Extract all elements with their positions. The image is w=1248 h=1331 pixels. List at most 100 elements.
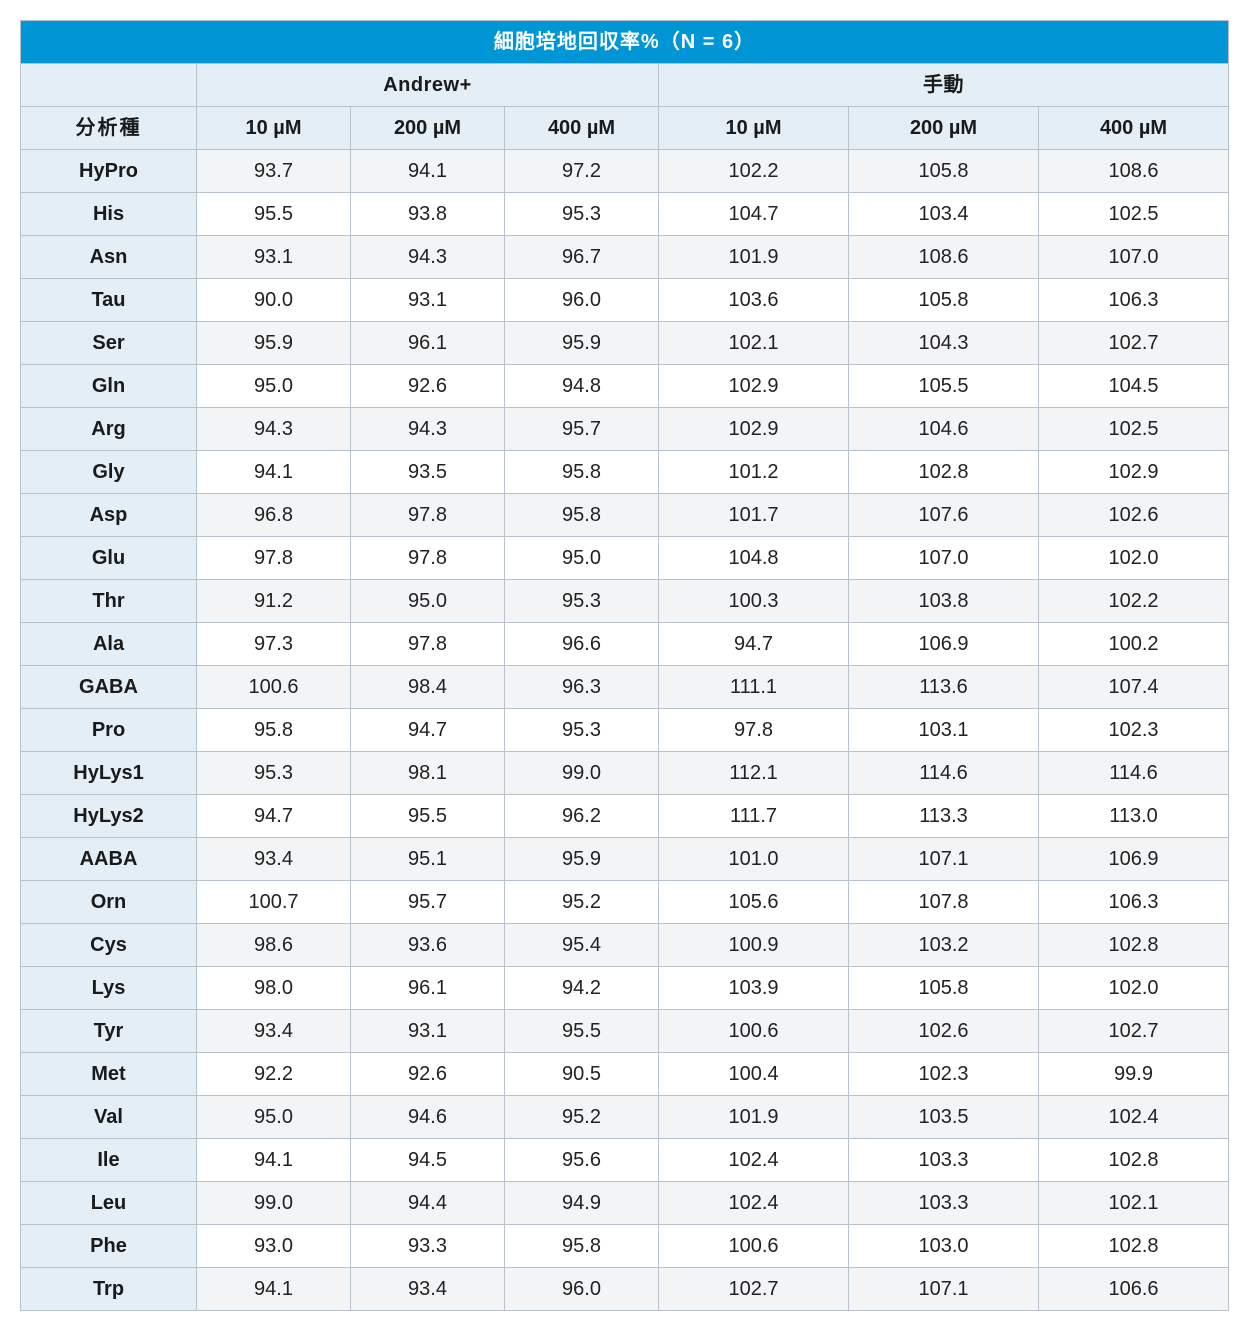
- value-cell: 112.1: [659, 752, 849, 795]
- table-row: Asp96.897.895.8101.7107.6102.6: [21, 494, 1229, 537]
- table-row: Cys98.693.695.4100.9103.2102.8: [21, 924, 1229, 967]
- value-cell: 108.6: [849, 236, 1039, 279]
- value-cell: 94.6: [351, 1096, 505, 1139]
- value-cell: 102.8: [1039, 924, 1229, 967]
- analyte-cell: Leu: [21, 1182, 197, 1225]
- table-row: His95.593.895.3104.7103.4102.5: [21, 193, 1229, 236]
- value-cell: 105.8: [849, 967, 1039, 1010]
- value-cell: 100.9: [659, 924, 849, 967]
- value-cell: 95.0: [197, 1096, 351, 1139]
- value-cell: 92.2: [197, 1053, 351, 1096]
- value-cell: 113.6: [849, 666, 1039, 709]
- value-cell: 99.0: [505, 752, 659, 795]
- table-row: Tau90.093.196.0103.6105.8106.3: [21, 279, 1229, 322]
- value-cell: 101.0: [659, 838, 849, 881]
- value-cell: 102.9: [659, 365, 849, 408]
- value-cell: 102.8: [1039, 1139, 1229, 1182]
- analyte-cell: Gly: [21, 451, 197, 494]
- table-row: Pro95.894.795.397.8103.1102.3: [21, 709, 1229, 752]
- value-cell: 95.8: [505, 494, 659, 537]
- value-cell: 103.3: [849, 1182, 1039, 1225]
- title-row: 細胞培地回収率%（N = 6）: [21, 21, 1229, 64]
- value-cell: 95.5: [505, 1010, 659, 1053]
- value-cell: 102.3: [849, 1053, 1039, 1096]
- analyte-cell: Lys: [21, 967, 197, 1010]
- table-row: Lys98.096.194.2103.9105.8102.0: [21, 967, 1229, 1010]
- value-cell: 94.1: [197, 1268, 351, 1311]
- value-cell: 102.2: [1039, 580, 1229, 623]
- analyte-cell: Ile: [21, 1139, 197, 1182]
- analyte-cell: Arg: [21, 408, 197, 451]
- value-cell: 93.1: [351, 279, 505, 322]
- analyte-cell: Ser: [21, 322, 197, 365]
- value-cell: 107.1: [849, 838, 1039, 881]
- value-cell: 98.0: [197, 967, 351, 1010]
- analyte-cell: HyLys1: [21, 752, 197, 795]
- analyte-cell: Pro: [21, 709, 197, 752]
- value-cell: 102.4: [659, 1182, 849, 1225]
- table-row: Orn100.795.795.2105.6107.8106.3: [21, 881, 1229, 924]
- value-cell: 93.1: [351, 1010, 505, 1053]
- value-cell: 95.3: [505, 709, 659, 752]
- value-cell: 102.4: [659, 1139, 849, 1182]
- value-cell: 106.3: [1039, 279, 1229, 322]
- value-cell: 95.7: [351, 881, 505, 924]
- value-cell: 95.5: [197, 193, 351, 236]
- value-cell: 95.2: [505, 881, 659, 924]
- analyte-cell: Gln: [21, 365, 197, 408]
- value-cell: 94.3: [351, 408, 505, 451]
- value-cell: 95.2: [505, 1096, 659, 1139]
- value-cell: 96.6: [505, 623, 659, 666]
- value-cell: 102.6: [1039, 494, 1229, 537]
- value-cell: 97.2: [505, 150, 659, 193]
- table-row: Ser95.996.195.9102.1104.3102.7: [21, 322, 1229, 365]
- table-row: HyPro93.794.197.2102.2105.8108.6: [21, 150, 1229, 193]
- value-cell: 96.0: [505, 279, 659, 322]
- value-cell: 95.8: [505, 451, 659, 494]
- group-manual: 手動: [659, 64, 1229, 107]
- value-cell: 96.7: [505, 236, 659, 279]
- value-cell: 102.1: [1039, 1182, 1229, 1225]
- value-cell: 93.1: [197, 236, 351, 279]
- analyte-cell: Val: [21, 1096, 197, 1139]
- value-cell: 93.3: [351, 1225, 505, 1268]
- value-cell: 93.5: [351, 451, 505, 494]
- value-cell: 95.8: [197, 709, 351, 752]
- value-cell: 94.1: [197, 1139, 351, 1182]
- analyte-cell: Ala: [21, 623, 197, 666]
- analyte-cell: HyLys2: [21, 795, 197, 838]
- table-row: GABA100.698.496.3111.1113.6107.4: [21, 666, 1229, 709]
- table-row: HyLys195.398.199.0112.1114.6114.6: [21, 752, 1229, 795]
- value-cell: 102.7: [1039, 322, 1229, 365]
- value-cell: 102.4: [1039, 1096, 1229, 1139]
- value-cell: 105.5: [849, 365, 1039, 408]
- value-cell: 107.0: [849, 537, 1039, 580]
- value-cell: 107.0: [1039, 236, 1229, 279]
- value-cell: 94.8: [505, 365, 659, 408]
- col-manual-400: 400 µM: [1039, 107, 1229, 150]
- value-cell: 94.7: [197, 795, 351, 838]
- value-cell: 94.4: [351, 1182, 505, 1225]
- col-manual-200: 200 µM: [849, 107, 1039, 150]
- value-cell: 107.6: [849, 494, 1039, 537]
- value-cell: 95.3: [505, 193, 659, 236]
- value-cell: 102.5: [1039, 408, 1229, 451]
- value-cell: 94.1: [351, 150, 505, 193]
- col-andrew-200: 200 µM: [351, 107, 505, 150]
- value-cell: 114.6: [849, 752, 1039, 795]
- value-cell: 95.9: [505, 838, 659, 881]
- value-cell: 95.0: [197, 365, 351, 408]
- value-cell: 97.3: [197, 623, 351, 666]
- value-cell: 92.6: [351, 365, 505, 408]
- value-cell: 107.4: [1039, 666, 1229, 709]
- value-cell: 105.6: [659, 881, 849, 924]
- analyte-cell: HyPro: [21, 150, 197, 193]
- value-cell: 102.1: [659, 322, 849, 365]
- value-cell: 102.3: [1039, 709, 1229, 752]
- table-row: Phe93.093.395.8100.6103.0102.8: [21, 1225, 1229, 1268]
- table-row: Glu97.897.895.0104.8107.0102.0: [21, 537, 1229, 580]
- group-blank-cell: [21, 64, 197, 107]
- value-cell: 93.4: [197, 838, 351, 881]
- table-body: HyPro93.794.197.2102.2105.8108.6His95.59…: [21, 150, 1229, 1311]
- value-cell: 96.1: [351, 967, 505, 1010]
